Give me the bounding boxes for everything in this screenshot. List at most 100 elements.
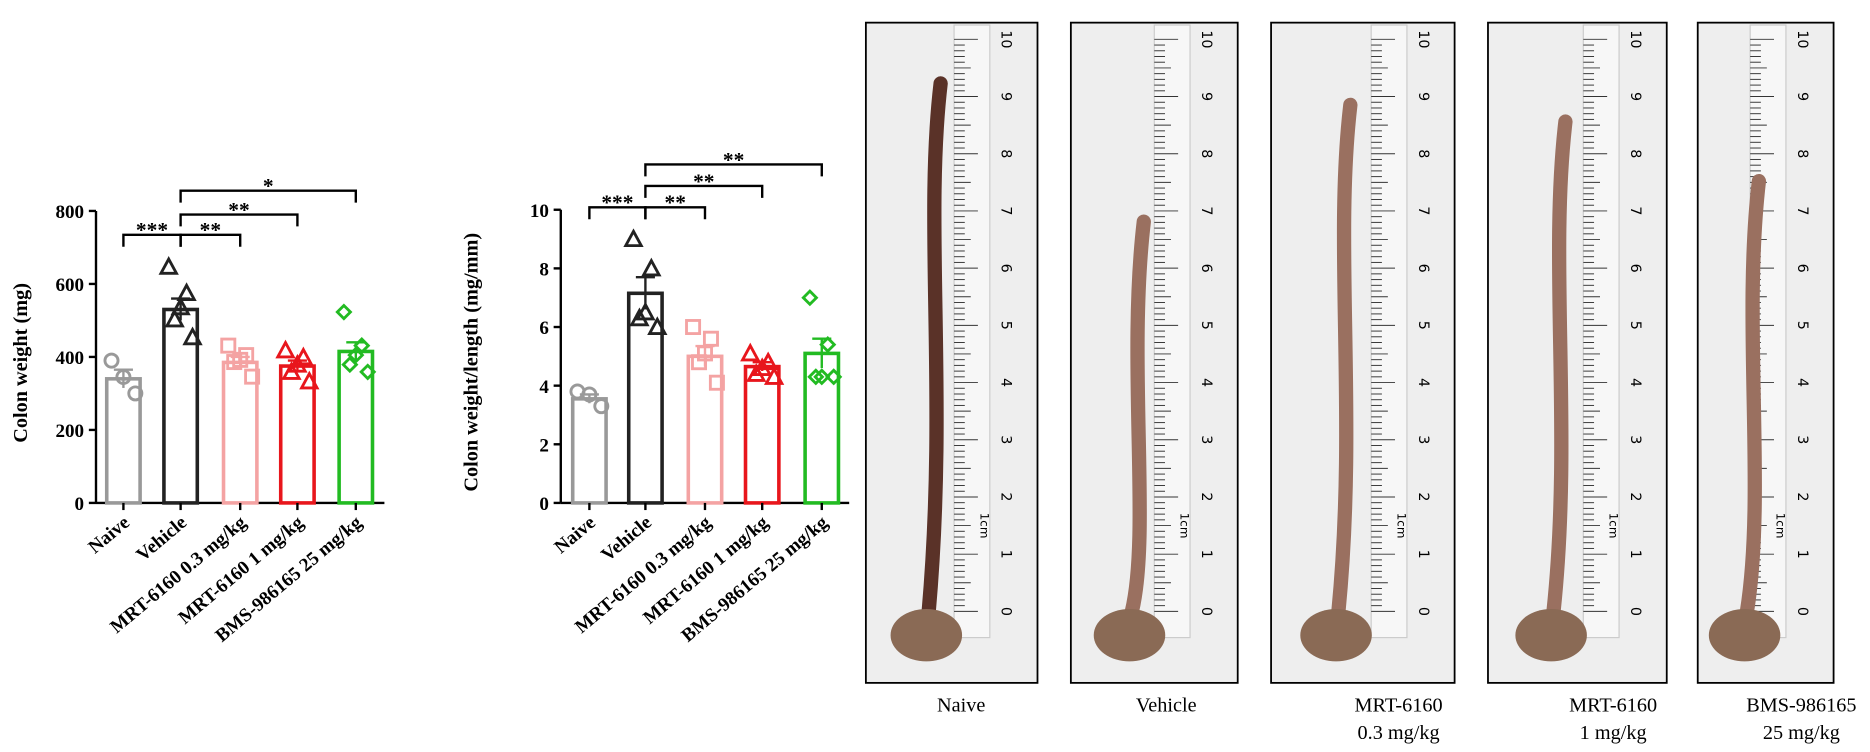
ruler-label: 9 (1415, 92, 1431, 101)
significance-bracket (179, 213, 299, 227)
ruler-label: 8 (1198, 149, 1214, 158)
ruler-label: 5 (1794, 321, 1810, 330)
ruler-label: 3 (1198, 435, 1214, 444)
ruler-label: 8 (1794, 149, 1810, 158)
data-point (226, 354, 243, 371)
ruler-label: 7 (1794, 206, 1810, 215)
y-tick-label: 10 (530, 201, 549, 222)
data-point (685, 319, 702, 336)
ruler-label: 3 (1627, 435, 1643, 444)
ruler-label: 8 (1415, 149, 1431, 158)
ruler-label: 4 (1415, 378, 1431, 387)
ruler-label: 9 (998, 92, 1014, 101)
ruler-unit: 1cm (1773, 513, 1787, 539)
data-point (170, 296, 191, 316)
cecum (1300, 608, 1372, 662)
colon (1546, 114, 1573, 619)
data-point (629, 307, 650, 327)
photo-frame (864, 21, 1039, 684)
ruler-label: 0 (1415, 607, 1431, 616)
data-point (359, 363, 377, 381)
photo-label: Vehicle (1136, 694, 1197, 716)
data-point (341, 356, 359, 374)
significance-bracket (644, 184, 764, 198)
significance-label: * (263, 174, 274, 198)
x-tick-label: Naive (85, 512, 134, 558)
y-tick-label: 2 (539, 435, 549, 456)
significance-label: ** (693, 169, 714, 193)
ruler-label: 1 (1415, 550, 1431, 559)
significance-bracket (179, 233, 242, 247)
data-point (702, 330, 719, 347)
data-point (647, 316, 668, 336)
ruler-label: 5 (998, 321, 1014, 330)
ruler-label: 3 (1794, 435, 1810, 444)
significance-label: ** (664, 191, 685, 215)
data-point (740, 342, 761, 362)
data-point (825, 368, 843, 386)
data-point (593, 398, 610, 415)
bar (162, 307, 200, 505)
y-tick-label: 200 (56, 421, 85, 442)
y-tick-label: 0 (539, 494, 549, 515)
ruler-label: 8 (998, 149, 1014, 158)
y-tick-label: 600 (56, 275, 85, 296)
significance-label: ** (723, 148, 744, 172)
ruler-label: 1 (998, 550, 1014, 559)
ruler-label: 1 (1794, 550, 1810, 559)
ruler-label: 9 (1794, 92, 1810, 101)
data-point (244, 368, 261, 385)
ruler-label: 2 (1415, 492, 1431, 501)
data-point (127, 385, 144, 402)
bar (743, 364, 781, 505)
ruler-unit: 1cm (1394, 513, 1408, 539)
data-point (335, 303, 353, 321)
photo-label: MRT-6160 (1569, 694, 1657, 716)
data-point (581, 386, 598, 403)
significance-label: ** (228, 198, 249, 222)
data-point (275, 339, 296, 359)
photo-label: 25 mg/kg (1763, 722, 1840, 744)
data-point (281, 361, 302, 380)
ruler-label: 2 (998, 492, 1014, 501)
data-point (746, 363, 767, 382)
data-point (807, 368, 825, 386)
significance-label: *** (601, 191, 633, 215)
ruler-label: 0 (1794, 607, 1810, 616)
data-point (347, 346, 365, 364)
significance-label: ** (200, 218, 221, 242)
photo-label: BMS-986165 (1746, 694, 1856, 716)
significance-bracket (644, 163, 823, 177)
ruler-label: 6 (1627, 264, 1643, 273)
ruler-label: 6 (1198, 264, 1214, 273)
significance-bracket (179, 189, 357, 203)
bar (104, 377, 142, 505)
ruler-label: 7 (998, 206, 1014, 215)
data-point (158, 256, 179, 275)
ruler-label: 2 (1794, 492, 1810, 501)
x-tick-label: Naive (551, 512, 600, 558)
ruler-label: 3 (998, 435, 1014, 444)
photo-frame (1270, 21, 1456, 684)
data-point (801, 289, 819, 307)
ruler-label: 5 (1415, 321, 1431, 330)
data-point (641, 257, 662, 277)
y-tick-label: 4 (539, 377, 549, 398)
ruler-label: 9 (1198, 92, 1214, 101)
cecum (1093, 608, 1166, 662)
data-point (708, 374, 725, 391)
data-point (115, 369, 132, 385)
data-point (691, 354, 708, 371)
data-point (813, 368, 831, 386)
ruler-label: 2 (1198, 492, 1214, 501)
ruler-label: 6 (998, 264, 1014, 273)
ruler-label: 10 (998, 30, 1014, 48)
photo-label: 0.3 mg/kg (1358, 722, 1440, 744)
colon (1124, 214, 1151, 619)
ruler-label: 5 (1627, 321, 1643, 330)
y-tick-label: 0 (75, 494, 85, 515)
ruler-label: 10 (1794, 30, 1810, 48)
ruler-unit: 1cm (977, 513, 991, 539)
data-point (623, 228, 644, 248)
photo-label: Naive (937, 694, 985, 716)
